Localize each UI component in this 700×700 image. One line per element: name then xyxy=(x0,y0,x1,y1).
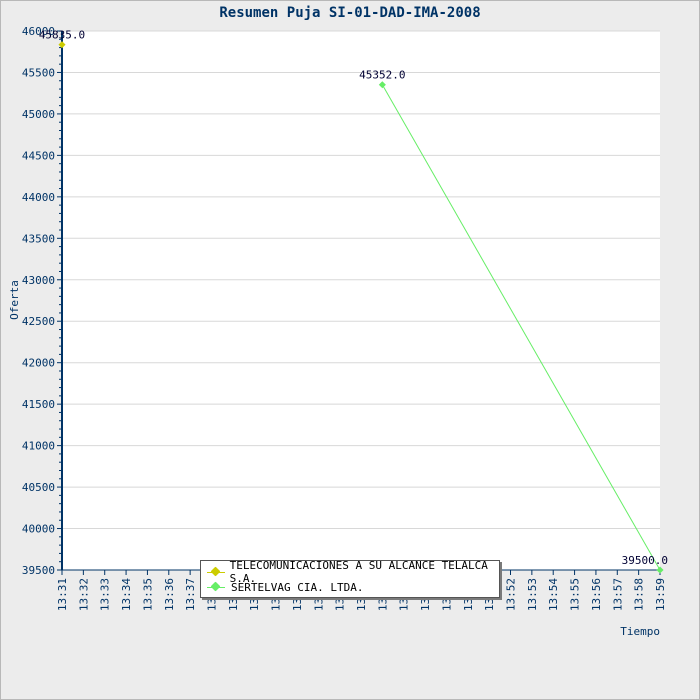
legend-marker-icon xyxy=(207,581,225,593)
x-tick-label: 13:59 xyxy=(654,578,667,611)
x-tick-label: 13:33 xyxy=(99,578,112,611)
data-point xyxy=(656,566,664,574)
data-label: 39500.0 xyxy=(622,554,668,567)
x-tick-label: 13:56 xyxy=(590,578,603,611)
x-tick-label: 13:55 xyxy=(569,578,582,611)
y-tick-label: 45500 xyxy=(22,66,55,79)
legend-item: SERTELVAG CIA. LTDA. xyxy=(207,580,363,594)
data-label: 45352.0 xyxy=(359,69,405,82)
x-tick-label: 13:36 xyxy=(163,578,176,611)
x-axis-label: Tiempo xyxy=(620,625,660,638)
x-tick-label: 13:34 xyxy=(120,578,133,611)
x-tick-label: 13:54 xyxy=(547,578,560,611)
x-tick-label: 13:53 xyxy=(526,578,539,611)
y-tick-label: 44000 xyxy=(22,191,55,204)
y-tick-label: 42000 xyxy=(22,357,55,370)
y-tick-label: 41000 xyxy=(22,440,55,453)
y-tick-label: 45000 xyxy=(22,108,55,121)
legend-label: TELECOMUNICACIONES A SU ALCANCE TELALCA … xyxy=(229,559,488,585)
y-tick-label: 41500 xyxy=(22,398,55,411)
y-tick-label: 44500 xyxy=(22,149,55,162)
y-tick-label: 40500 xyxy=(22,481,55,494)
y-tick-label: 40000 xyxy=(22,523,55,536)
y-tick-label: 39500 xyxy=(22,564,55,577)
y-tick-label: 43000 xyxy=(22,274,55,287)
y-tick-label: 43500 xyxy=(22,232,55,245)
x-tick-label: 13:37 xyxy=(184,578,197,611)
x-tick-label: 13:52 xyxy=(505,578,518,611)
legend-label: SERTELVAG CIA. LTDA. xyxy=(231,580,364,594)
x-tick-label: 13:32 xyxy=(77,578,90,611)
x-tick-label: 13:57 xyxy=(611,578,624,611)
y-tick-label: 46000 xyxy=(22,25,55,38)
data-point xyxy=(378,81,386,89)
legend-marker-icon xyxy=(207,566,225,578)
y-tick-label: 42500 xyxy=(22,315,55,328)
legend-item: TELECOMUNICACIONES A SU ALCANCE TELALCA … xyxy=(207,559,499,585)
chart-legend: TELECOMUNICACIONES A SU ALCANCE TELALCA … xyxy=(200,559,500,598)
plot-area xyxy=(62,31,660,570)
data-label: 45835.0 xyxy=(39,29,85,42)
chart-title: Resumen Puja SI-01-DAD-IMA-2008 xyxy=(219,5,480,21)
x-tick-label: 13:31 xyxy=(56,578,69,611)
series-line xyxy=(381,84,661,571)
x-tick-label: 13:35 xyxy=(141,578,154,611)
y-axis-label: Oferta xyxy=(8,280,21,320)
x-tick-label: 13:58 xyxy=(633,578,646,611)
